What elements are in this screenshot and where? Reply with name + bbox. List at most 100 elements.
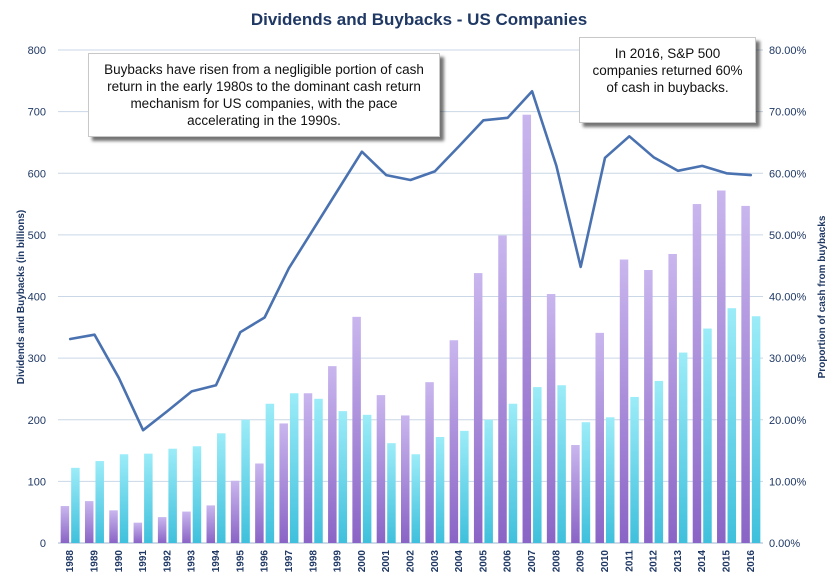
chart-title: Dividends and Buybacks - US Companies	[251, 10, 587, 29]
x-tick-label: 1990	[114, 550, 125, 573]
x-axis-ticks: 1988 1989 1990 1991 1992 1993 1994 1995 1996 1997…	[65, 550, 757, 573]
bar-dividends-buybacks-a	[449, 340, 459, 543]
y2-tick-label: 40.00%	[769, 292, 807, 304]
x-tick-label: 1995	[235, 550, 246, 573]
x-tick-label: 1989	[89, 550, 100, 573]
x-tick-label: 1993	[187, 550, 198, 573]
annotation-2016-buybacks: In 2016, S&P 500 companies returned 60% …	[579, 37, 756, 123]
x-tick-label: 2015	[722, 550, 733, 573]
bar-dividends-buybacks-a	[84, 501, 94, 543]
x-tick-label: 2005	[478, 550, 489, 573]
bar-dividends-buybacks-b	[338, 411, 348, 543]
bar-dividends-buybacks-b	[630, 396, 639, 543]
bar-dividends-buybacks-b	[751, 316, 761, 543]
x-tick-label: 2016	[746, 550, 757, 573]
x-tick-label: 1999	[333, 550, 344, 573]
bar-dividends-buybacks-a	[230, 480, 240, 543]
bar-dividends-buybacks-b	[192, 446, 202, 543]
bar-dividends-buybacks-a	[668, 253, 677, 543]
x-tick-label: 2014	[697, 550, 708, 573]
bar-dividends-buybacks-b	[703, 328, 712, 543]
x-tick-label: 2006	[503, 550, 514, 573]
bar-dividends-buybacks-b	[119, 454, 129, 543]
bar-dividends-buybacks-a	[206, 505, 216, 543]
x-tick-label: 2002	[406, 550, 417, 573]
x-tick-label: 1992	[162, 550, 173, 573]
y-tick-label: 800	[28, 45, 46, 57]
bar-dividends-buybacks-a	[595, 332, 604, 543]
x-tick-label: 2010	[600, 550, 611, 573]
y-tick-label: 700	[28, 107, 46, 119]
y-tick-label: 500	[28, 230, 46, 242]
bar-dividends-buybacks-b	[265, 403, 275, 543]
x-tick-label: 1994	[211, 550, 222, 573]
x-tick-label: 2004	[454, 550, 465, 573]
x-tick-label: 1996	[260, 550, 271, 573]
bar-dividends-buybacks-a	[692, 204, 702, 543]
bar-dividends-buybacks-b	[727, 308, 737, 543]
bar-dividends-buybacks-b	[314, 398, 323, 543]
bar-dividends-buybacks-b	[362, 414, 372, 543]
buyback-proportion-line	[68, 90, 753, 432]
x-tick-label: 2008	[551, 550, 562, 573]
bar-dividends-buybacks-b	[533, 387, 542, 543]
y2-tick-label: 70.00%	[769, 107, 807, 119]
x-tick-label: 2013	[673, 550, 684, 573]
bar-dividends-buybacks-a	[571, 445, 580, 543]
bar-dividends-buybacks-a	[741, 205, 750, 543]
bar-dividends-buybacks-a	[352, 316, 361, 543]
bar-dividends-buybacks-b	[435, 437, 445, 543]
bar-dividends-buybacks-a	[644, 270, 653, 543]
bar-dividends-buybacks-b	[557, 385, 566, 543]
bar-dividends-buybacks-a	[522, 114, 532, 544]
bar-dividends-buybacks-a	[328, 366, 337, 543]
y2-tick-label: 10.00%	[769, 476, 807, 488]
bar-dividends-buybacks-b	[654, 380, 664, 543]
bar-dividends-buybacks-a	[157, 517, 167, 543]
bar-dividends-buybacks-a	[498, 235, 507, 543]
bar-dividends-buybacks-a	[619, 259, 629, 543]
bar-dividends-buybacks-a	[717, 190, 726, 543]
y-tick-label: 100	[28, 476, 46, 488]
x-tick-label: 2009	[576, 550, 587, 573]
y-tick-label: 400	[28, 292, 46, 304]
bar-dividends-buybacks-a	[303, 393, 313, 543]
x-tick-label: 2001	[381, 550, 392, 573]
bars	[60, 114, 761, 544]
y-axis-label: Dividends and Buybacks (in billions)	[16, 210, 27, 384]
bar-dividends-buybacks-b	[168, 448, 177, 543]
bar-dividends-buybacks-b	[581, 422, 591, 543]
bar-dividends-buybacks-b	[217, 433, 226, 543]
y-tick-label: 0	[40, 538, 46, 550]
bar-dividends-buybacks-a	[279, 423, 288, 543]
x-tick-label: 1991	[138, 550, 149, 573]
bar-dividends-buybacks-b	[289, 393, 299, 543]
bar-dividends-buybacks-a	[401, 415, 410, 543]
bar-dividends-buybacks-b	[241, 419, 250, 543]
annotation-buybacks-history: Buybacks have risen from a negligible po…	[88, 53, 440, 137]
x-tick-label: 2007	[527, 550, 538, 573]
bar-dividends-buybacks-a	[109, 510, 118, 543]
y-tick-label: 300	[28, 353, 46, 365]
x-tick-label: 2011	[624, 550, 635, 572]
y-tick-label: 600	[28, 168, 46, 180]
y2-tick-label: 0.00%	[769, 538, 800, 550]
bar-dividends-buybacks-b	[508, 403, 518, 543]
bar-dividends-buybacks-b	[484, 419, 493, 543]
bar-dividends-buybacks-b	[605, 417, 615, 543]
bar-dividends-buybacks-b	[144, 453, 153, 543]
bar-dividends-buybacks-a	[133, 522, 143, 543]
y2-tick-label: 20.00%	[769, 415, 807, 427]
y2-tick-label: 60.00%	[769, 168, 807, 180]
y-tick-label: 200	[28, 415, 46, 427]
x-tick-label: 1988	[65, 550, 76, 573]
x-tick-label: 2000	[357, 550, 368, 573]
x-tick-label: 2012	[649, 550, 660, 573]
bar-dividends-buybacks-a	[255, 463, 264, 543]
bar-dividends-buybacks-a	[425, 382, 434, 543]
left-axis-ticks: 0 100 200 300 400 500 600 700 800	[28, 45, 46, 550]
line-series-path	[68, 90, 753, 432]
bar-dividends-buybacks-a	[60, 506, 70, 543]
